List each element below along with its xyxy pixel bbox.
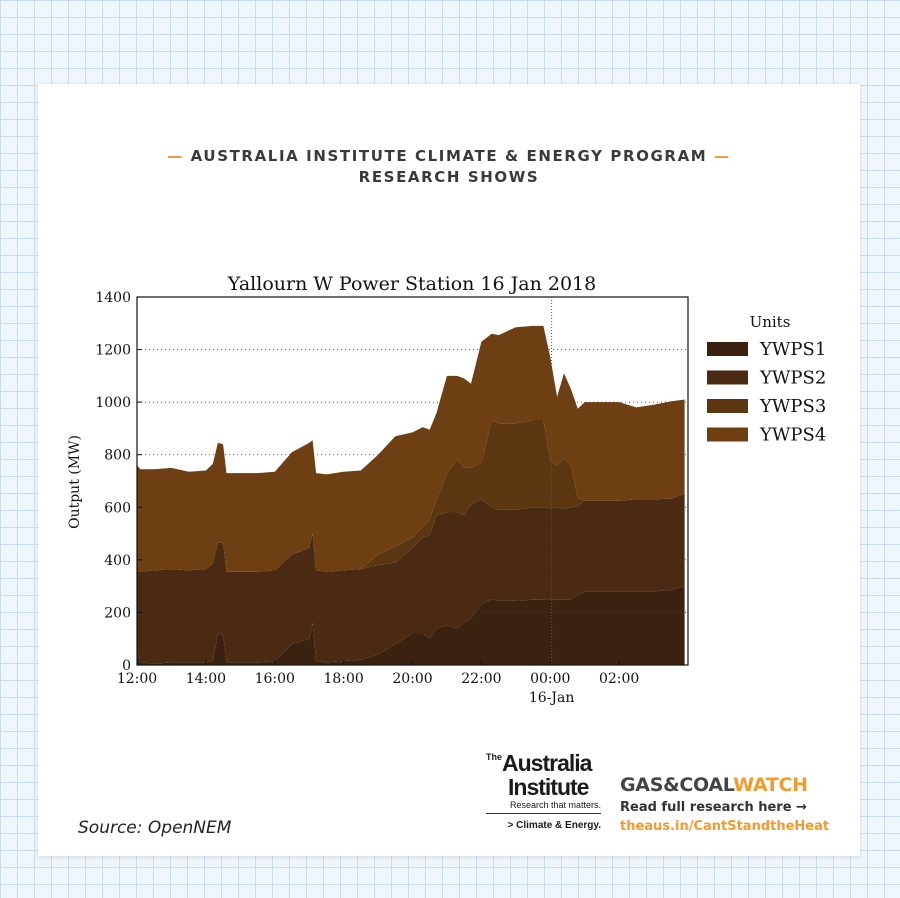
legend-label-ywps2: YWPS2	[759, 368, 826, 389]
legend-swatch-ywps4	[707, 427, 748, 442]
headline-line1: — AUSTRALIA INSTITUTE CLIMATE & ENERGY P…	[38, 146, 860, 167]
chart-title: Yallourn W Power Station 16 Jan 2018	[227, 273, 596, 295]
x-ticks: 12:00 14:00 16:00 18:00 20:00 22:00 00:00 02:00	[117, 660, 639, 687]
x-tick-label: 20:00	[392, 671, 432, 687]
gas-coal-watch-block: GAS&COALWATCH Read full research here → …	[620, 774, 829, 834]
chart-card: — AUSTRALIA INSTITUTE CLIMATE & ENERGY P…	[38, 84, 860, 856]
brand-part2: WATCH	[733, 774, 808, 796]
x-tick-label: 02:00	[599, 671, 639, 687]
area-series-group	[137, 325, 685, 665]
area-ywps3	[137, 420, 685, 572]
y-tick-label: 1400	[95, 290, 131, 306]
headline-dash-right: —	[714, 147, 731, 165]
legend-swatch-ywps2	[707, 370, 748, 385]
logo-the: The	[486, 752, 503, 762]
australia-institute-logo: TheAustralia Institute Research that mat…	[486, 752, 601, 831]
y-axis-label: Output (MW)	[67, 435, 83, 529]
logo-tagline: Research that matters.	[486, 798, 601, 814]
brand-part1: GAS&COAL	[620, 774, 734, 796]
x-tick-label: 14:00	[186, 671, 226, 687]
legend-swatch-ywps1	[707, 342, 748, 356]
research-link[interactable]: theaus.in/CantStandtheHeat	[620, 819, 830, 834]
x-date-sublabel: 16-Jan	[529, 690, 575, 706]
x-tick-label: 18:00	[323, 671, 363, 687]
logo-program: > Climate & Energy.	[507, 820, 601, 831]
plot-frame	[136, 296, 689, 666]
y-tick-label: 0	[122, 658, 131, 674]
legend-label-ywps4: YWPS4	[759, 425, 826, 446]
source-note: Source: OpenNEM	[78, 818, 232, 838]
y-tick-label: 600	[104, 500, 131, 516]
logo-name-line1: Australia	[502, 750, 592, 776]
x-tick-label: 12:00	[117, 671, 157, 687]
logo-name-line2: Institute	[508, 774, 589, 800]
y-tick-label: 800	[104, 448, 131, 464]
legend-swatch-ywps3	[707, 399, 748, 413]
legend: YWPS1 YWPS2 YWPS3 YWPS4	[707, 339, 826, 446]
legend-label-ywps1: YWPS1	[759, 339, 826, 360]
area-ywps4	[137, 325, 685, 572]
stacked-area-chart: Yallourn W Power Station 16 Jan 2018 Out…	[67, 273, 826, 706]
headline-line2: RESEARCH SHOWS	[358, 168, 540, 186]
gas-coal-watch-logo: GAS&COALWATCH	[620, 774, 829, 796]
x-tick-label: 22:00	[461, 671, 501, 687]
legend-label-ywps3: YWPS3	[759, 396, 826, 417]
headline-dash-left: —	[167, 147, 184, 165]
y-tick-label: 1000	[95, 395, 131, 411]
y-ticks: 0 200 400 600 800 1000 1200 1400	[95, 290, 142, 674]
y-tick-label: 1200	[95, 343, 131, 359]
area-ywps2	[137, 494, 685, 664]
read-more-text: Read full research here →	[620, 800, 807, 815]
headline: — AUSTRALIA INSTITUTE CLIMATE & ENERGY P…	[38, 146, 860, 188]
legend-title: Units	[750, 313, 791, 331]
area-ywps1	[137, 586, 685, 665]
x-tick-label: 00:00	[530, 671, 570, 687]
x-tick-label: 16:00	[255, 671, 295, 687]
y-tick-label: 400	[104, 553, 131, 569]
y-tick-label: 200	[104, 605, 131, 621]
headline-text: AUSTRALIA INSTITUTE CLIMATE & ENERGY PRO…	[190, 147, 708, 165]
